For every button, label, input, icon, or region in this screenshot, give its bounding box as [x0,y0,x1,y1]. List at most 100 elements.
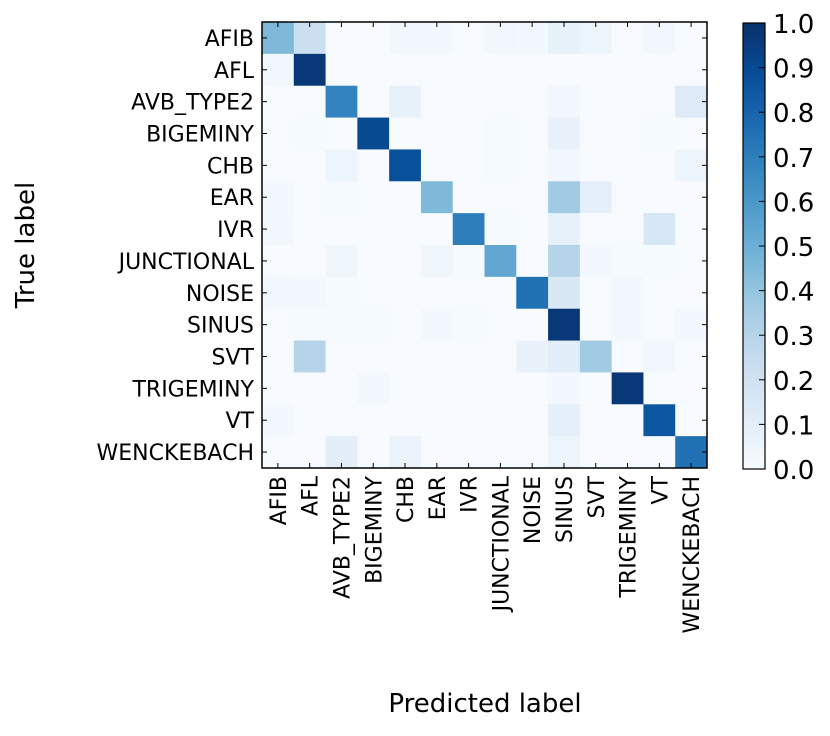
colorbar-tick-label: 0.5 [773,233,814,263]
x-tick-labels: AFIB AFL AVB_TYPE2 BIGEMINY CHB EAR IVR JUNCTIO… [267,475,705,633]
heatmap-cell [325,85,358,119]
heatmap-cell [516,213,549,246]
heatmap-cell [611,53,644,87]
y-axis-label: True label [11,182,41,309]
heatmap-cell [293,213,327,246]
heatmap-cell [357,308,390,342]
heatmap-cell [420,404,454,437]
x-tick-label: NOISE [521,476,546,544]
heatmap-cell [516,245,549,278]
heatmap-cell [357,22,390,55]
heatmap-cell [420,340,454,373]
heatmap-cell [611,372,644,405]
heatmap-cell [611,404,644,437]
heatmap-cell [262,53,295,87]
heatmap-cell [262,213,295,246]
heatmap-cell [357,404,390,437]
heatmap-cell [452,53,485,87]
heatmap-cell [420,372,454,405]
heatmap-cell [420,181,454,214]
x-tick-label: IVR [458,476,483,513]
heatmap-cell [516,53,549,87]
heatmap-cell [579,149,613,182]
heatmap-cell [262,276,295,310]
colorbar-tick-label: 0.2 [773,367,814,397]
heatmap-cell [389,340,422,373]
heatmap-cell [452,85,485,119]
heatmap-cell [357,53,390,87]
heatmap-cell [420,117,454,150]
heatmap-cell [262,308,295,342]
heatmap-cell [325,308,358,342]
heatmap-cell [548,372,581,405]
heatmap-cell [293,276,327,310]
heatmap-cell [484,85,517,119]
heatmap-cells [262,22,708,469]
heatmap-cell [611,22,644,55]
y-tick-label: WENCKEBACH [97,441,254,466]
heatmap-cell [452,245,485,278]
heatmap-cell [452,372,485,405]
heatmap-cell [357,340,390,373]
heatmap-cell [452,149,485,182]
heatmap-cell [516,22,549,55]
y-tick-label: IVR [217,218,254,243]
colorbar-tick-label: 0.0 [773,456,814,486]
heatmap-cell [611,308,644,342]
heatmap-cell [389,213,422,246]
heatmap-cell [389,404,422,437]
heatmap-cell [357,85,390,119]
heatmap-cell [484,213,517,246]
heatmap-cell [643,372,676,405]
heatmap-cell [643,245,676,278]
heatmap-cell [420,22,454,55]
heatmap-cell [611,117,644,150]
heatmap-cell [611,181,644,214]
heatmap-cell [643,276,676,310]
heatmap-cell [516,340,549,373]
x-tick-label: CHB [394,476,419,523]
heatmap-cell [548,404,581,437]
heatmap-cell [262,181,295,214]
heatmap-cell [262,149,295,182]
x-tick-label: AVB_TYPE2 [330,476,355,599]
heatmap-cell [325,117,358,150]
heatmap-cell [389,117,422,150]
heatmap-cell [262,85,295,119]
y-tick-label: JUNCTIONAL [117,250,255,275]
heatmap-cell [357,213,390,246]
heatmap-cell [484,181,517,214]
x-tick-label: WENCKEBACH [680,476,705,633]
heatmap-cell [579,340,613,373]
x-tick-label: SVT [585,475,610,518]
y-tick-label: NOISE [186,282,254,307]
colorbar-tick-label: 0.6 [773,188,814,218]
y-tick-label: VT [226,409,255,434]
heatmap-cell [452,404,485,437]
heatmap-cell [548,149,581,182]
heatmap-cell [420,245,454,278]
heatmap-cell [516,181,549,214]
heatmap-cell [516,404,549,437]
colorbar-ticks: 0.0 0.1 0.2 0.3 0.4 0.5 0.6 0.7 0.8 0.9 1.0 [759,10,814,486]
colorbar-tick-label: 0.7 [773,144,814,174]
y-tick-label: TRIGEMINY [131,377,254,402]
x-tick-label: VT [648,475,673,504]
heatmap-cell [548,308,581,342]
heatmap-cell [548,117,581,150]
heatmap-cell [548,276,581,310]
heatmap-cell [484,53,517,87]
heatmap-cell [293,85,327,119]
heatmap-cell [389,53,422,87]
heatmap-cell [325,149,358,182]
heatmap-cell [357,181,390,214]
x-tick-label: BIGEMINY [362,475,387,583]
heatmap-cell [579,181,613,214]
heatmap-cell [579,308,613,342]
x-tick-label: JUNCTIONAL [489,475,514,613]
heatmap-cell [262,404,295,437]
heatmap-cell [579,22,613,55]
y-tick-label: BIGEMINY [146,123,254,148]
x-tick-label: EAR [426,476,451,520]
heatmap-cell [643,149,676,182]
